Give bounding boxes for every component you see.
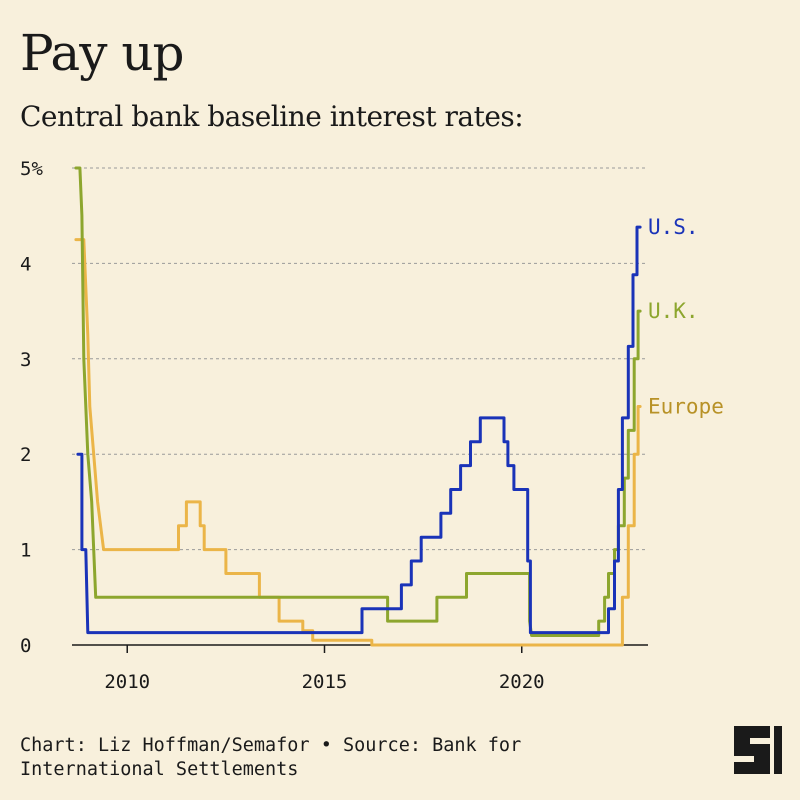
series-label-europe: Europe [648, 395, 724, 419]
x-tick-label: 2015 [302, 671, 348, 693]
y-tick-label: 2 [20, 444, 31, 466]
series-lines [74, 166, 642, 647]
y-tick-label: 4 [20, 253, 31, 275]
y-tick-label: 0 [20, 635, 31, 657]
series-line-us [76, 225, 642, 635]
source-credit: Chart: Liz Hoffman/Semafor • Source: Ban… [20, 735, 522, 780]
series-line-uk [74, 166, 642, 637]
series-label-uk: U.K. [648, 299, 699, 323]
series-labels: Europe U.K. U.S. [648, 215, 724, 418]
axes: 0 1 2 3 4 5% 2010 2015 2020 [20, 158, 648, 693]
y-tick-label: 5% [20, 158, 43, 180]
series-label-us: U.S. [648, 215, 699, 239]
chart-subtitle: Central bank baseline interest rates: [20, 100, 524, 133]
y-tick-label: 1 [20, 540, 31, 562]
chart-title: Pay up [20, 24, 185, 82]
x-tick-label: 2010 [104, 671, 150, 693]
line-chart: 0 1 2 3 4 5% 2010 2015 2020 Europe U.K. U.S. [20, 158, 724, 693]
gridlines [72, 167, 648, 551]
y-tick-label: 3 [20, 349, 31, 371]
series-line-europe [74, 238, 642, 647]
semafor-logo-icon [734, 726, 782, 774]
x-tick-label: 2020 [499, 671, 545, 693]
